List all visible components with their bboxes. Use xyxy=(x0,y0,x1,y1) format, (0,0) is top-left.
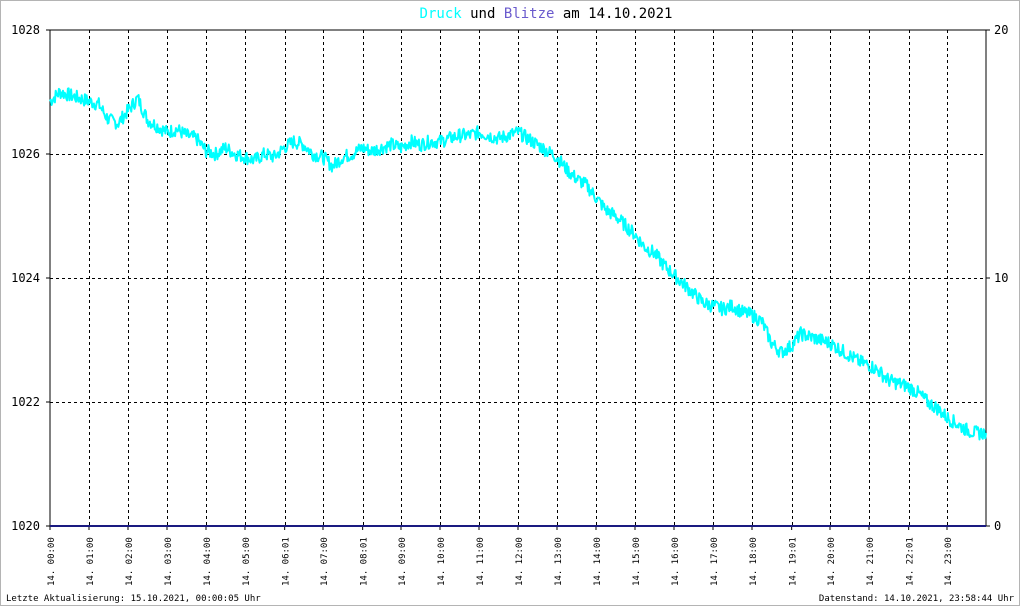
x-tick-label: 14. 09:00 xyxy=(398,537,408,586)
x-tick-label: 14. 00:00 xyxy=(47,537,57,586)
y-axis-right: 0 10 20 xyxy=(986,23,1008,533)
x-tick-label: 14. 10:00 xyxy=(437,537,447,586)
y-right-tick-label: 0 xyxy=(994,519,1001,533)
title-conjunction: und xyxy=(470,6,495,22)
x-tick-label: 14. 12:00 xyxy=(515,537,525,586)
x-tick-label: 14. 03:00 xyxy=(164,537,174,586)
footer-data-status: Datenstand: 14.10.2021, 23:58:44 Uhr xyxy=(819,594,1015,604)
x-tick-label: 14. 21:00 xyxy=(866,537,876,586)
x-tick-label: 14. 07:00 xyxy=(320,537,330,586)
x-tick-label: 14. 14:00 xyxy=(593,537,603,586)
x-tick-label: 14. 22:01 xyxy=(906,537,916,586)
x-tick-label: 14. 04:00 xyxy=(203,537,213,586)
y-left-tick-label: 1024 xyxy=(11,271,40,285)
y-left-tick-label: 1028 xyxy=(11,23,40,37)
y-left-tick-label: 1020 xyxy=(11,519,40,533)
title-series2: Blitze xyxy=(504,6,555,22)
x-tick-label: 14. 18:00 xyxy=(749,537,759,586)
y-right-tick-label: 20 xyxy=(994,23,1008,37)
x-tick-label: 14. 08:01 xyxy=(360,537,370,586)
x-tick-label: 14. 11:00 xyxy=(476,537,486,586)
x-tick-label: 14. 02:00 xyxy=(125,537,135,586)
y-axis-left: 1020 1022 1024 1026 1028 xyxy=(11,23,50,533)
x-tick-label: 14. 17:00 xyxy=(710,537,720,586)
y-right-tick-label: 10 xyxy=(994,271,1008,285)
x-tick-label: 14. 16:00 xyxy=(671,537,681,586)
x-tick-label: 14. 01:00 xyxy=(86,537,96,586)
x-tick-label: 14. 05:00 xyxy=(242,537,252,586)
x-tick-label: 14. 15:00 xyxy=(632,537,642,586)
x-tick-label: 14. 20:00 xyxy=(827,537,837,586)
x-tick-label: 14. 23:00 xyxy=(944,537,954,586)
y-left-tick-label: 1022 xyxy=(11,395,40,409)
title-date: am 14.10.2021 xyxy=(563,6,673,22)
chart-title: Druck und Blitze am 14.10.2021 xyxy=(420,6,673,22)
x-tick-label: 14. 13:00 xyxy=(554,537,564,586)
x-tick-label: 14. 19:01 xyxy=(789,537,799,586)
x-tick-label: 14. 06:01 xyxy=(282,537,292,586)
x-axis: 14. 00:00 14. 01:00 14. 02:00 14. 03:00 14. … xyxy=(47,526,954,586)
footer-last-update: Letzte Aktualisierung: 15.10.2021, 00:00… xyxy=(6,594,261,604)
y-left-tick-label: 1026 xyxy=(11,147,40,161)
title-series1: Druck xyxy=(420,6,463,22)
